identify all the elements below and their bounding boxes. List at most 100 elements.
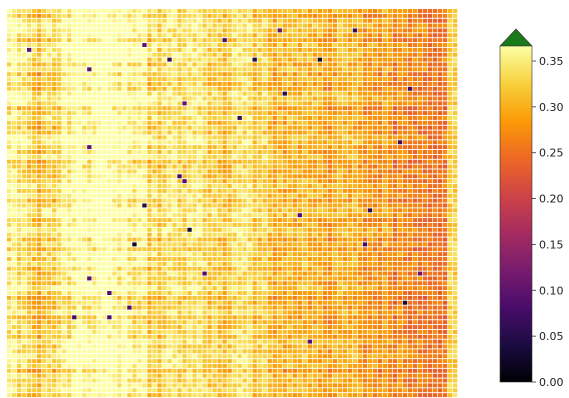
heatmap-cell bbox=[212, 125, 217, 130]
heatmap-cell bbox=[337, 9, 343, 13]
heatmap-cell bbox=[417, 47, 423, 52]
heatmap-cell bbox=[42, 23, 47, 28]
heatmap-cell bbox=[172, 145, 177, 150]
heatmap-cell bbox=[397, 164, 403, 169]
heatmap-cell bbox=[97, 38, 102, 43]
heatmap-cell bbox=[117, 9, 122, 13]
heatmap-cell bbox=[202, 242, 207, 247]
heatmap-cell bbox=[382, 174, 388, 179]
heatmap-cell bbox=[417, 252, 423, 257]
heatmap-cell bbox=[432, 52, 438, 57]
heatmap-cell bbox=[317, 120, 322, 125]
heatmap-cell bbox=[67, 140, 72, 145]
heatmap-cell bbox=[72, 174, 77, 179]
heatmap-cell bbox=[412, 62, 418, 67]
heatmap-cell bbox=[282, 203, 287, 208]
heatmap-cell bbox=[277, 188, 282, 193]
heatmap-cell bbox=[392, 198, 398, 203]
heatmap-cell bbox=[422, 227, 428, 232]
heatmap-cell bbox=[182, 81, 187, 86]
heatmap-cell bbox=[427, 81, 433, 86]
heatmap-cell bbox=[117, 232, 122, 237]
heatmap-cell bbox=[182, 52, 187, 57]
heatmap-cell bbox=[57, 62, 62, 67]
heatmap-cell bbox=[302, 154, 307, 159]
heatmap-cell bbox=[322, 154, 328, 159]
heatmap-cell bbox=[202, 198, 207, 203]
heatmap-cell bbox=[362, 271, 368, 276]
heatmap-cell bbox=[342, 164, 348, 169]
heatmap-cell bbox=[392, 213, 398, 218]
heatmap-cell bbox=[142, 33, 147, 38]
heatmap-cell bbox=[152, 179, 157, 184]
heatmap-cell bbox=[327, 120, 333, 125]
heatmap-cell bbox=[32, 164, 37, 169]
heatmap-cell bbox=[152, 256, 157, 261]
heatmap-cell bbox=[32, 150, 37, 154]
heatmap-cell bbox=[252, 193, 257, 198]
heatmap-cell bbox=[232, 130, 237, 135]
heatmap-cell bbox=[292, 52, 297, 57]
heatmap-cell bbox=[397, 242, 403, 247]
heatmap-cell bbox=[167, 38, 172, 43]
heatmap-cell bbox=[332, 47, 338, 52]
heatmap-cell bbox=[322, 208, 328, 213]
heatmap-cell bbox=[197, 125, 202, 130]
heatmap-cell bbox=[147, 13, 152, 18]
heatmap-cell bbox=[177, 247, 182, 252]
heatmap-cell bbox=[152, 193, 157, 198]
heatmap-cell bbox=[52, 33, 57, 38]
heatmap-cell bbox=[322, 28, 328, 33]
heatmap-cell bbox=[287, 247, 292, 252]
heatmap-cell bbox=[17, 140, 22, 145]
heatmap-cell bbox=[157, 135, 162, 140]
heatmap-cell bbox=[197, 111, 202, 116]
heatmap-cell bbox=[207, 145, 212, 150]
heatmap-cell bbox=[382, 266, 388, 271]
heatmap-cell bbox=[112, 169, 117, 174]
heatmap-cell bbox=[97, 81, 102, 86]
heatmap-cell bbox=[62, 247, 67, 252]
heatmap-cell bbox=[372, 208, 378, 213]
heatmap-cell bbox=[327, 125, 333, 130]
heatmap-cell bbox=[202, 130, 207, 135]
heatmap-cell bbox=[57, 81, 62, 86]
heatmap-cell bbox=[247, 261, 252, 266]
heatmap-cell bbox=[377, 222, 383, 227]
heatmap-cell bbox=[7, 38, 12, 43]
heatmap-cell bbox=[362, 218, 368, 223]
heatmap-cell bbox=[352, 130, 358, 135]
heatmap-cell bbox=[32, 52, 37, 57]
heatmap-cell bbox=[17, 188, 22, 193]
heatmap-cell bbox=[237, 115, 242, 120]
heatmap-cell bbox=[67, 81, 72, 86]
heatmap-cell bbox=[277, 261, 282, 266]
heatmap-cell bbox=[377, 47, 383, 52]
heatmap-cell bbox=[92, 91, 97, 96]
heatmap-cell bbox=[322, 174, 328, 179]
heatmap-cell bbox=[197, 252, 202, 257]
heatmap-cell bbox=[17, 252, 22, 257]
heatmap-cell bbox=[242, 188, 247, 193]
heatmap-cell bbox=[172, 72, 177, 77]
heatmap-cell bbox=[97, 184, 102, 189]
heatmap-cell bbox=[127, 237, 132, 242]
heatmap-cell bbox=[317, 81, 322, 86]
heatmap-cell bbox=[52, 23, 57, 28]
heatmap-cell bbox=[42, 247, 47, 252]
heatmap-cell bbox=[17, 154, 22, 159]
heatmap-cell bbox=[302, 242, 307, 247]
heatmap-cell bbox=[427, 38, 433, 43]
heatmap-cell bbox=[92, 101, 97, 106]
heatmap-cell bbox=[312, 13, 317, 18]
heatmap-cell bbox=[327, 77, 333, 82]
heatmap-cell bbox=[22, 81, 27, 86]
heatmap-cell bbox=[187, 96, 192, 101]
heatmap-cell bbox=[407, 28, 413, 33]
heatmap-cell bbox=[152, 115, 157, 120]
heatmap-cell bbox=[447, 227, 453, 232]
heatmap-cell bbox=[252, 213, 257, 218]
heatmap-cell bbox=[32, 256, 37, 261]
heatmap-cell bbox=[7, 159, 12, 164]
heatmap-cell bbox=[407, 188, 413, 193]
